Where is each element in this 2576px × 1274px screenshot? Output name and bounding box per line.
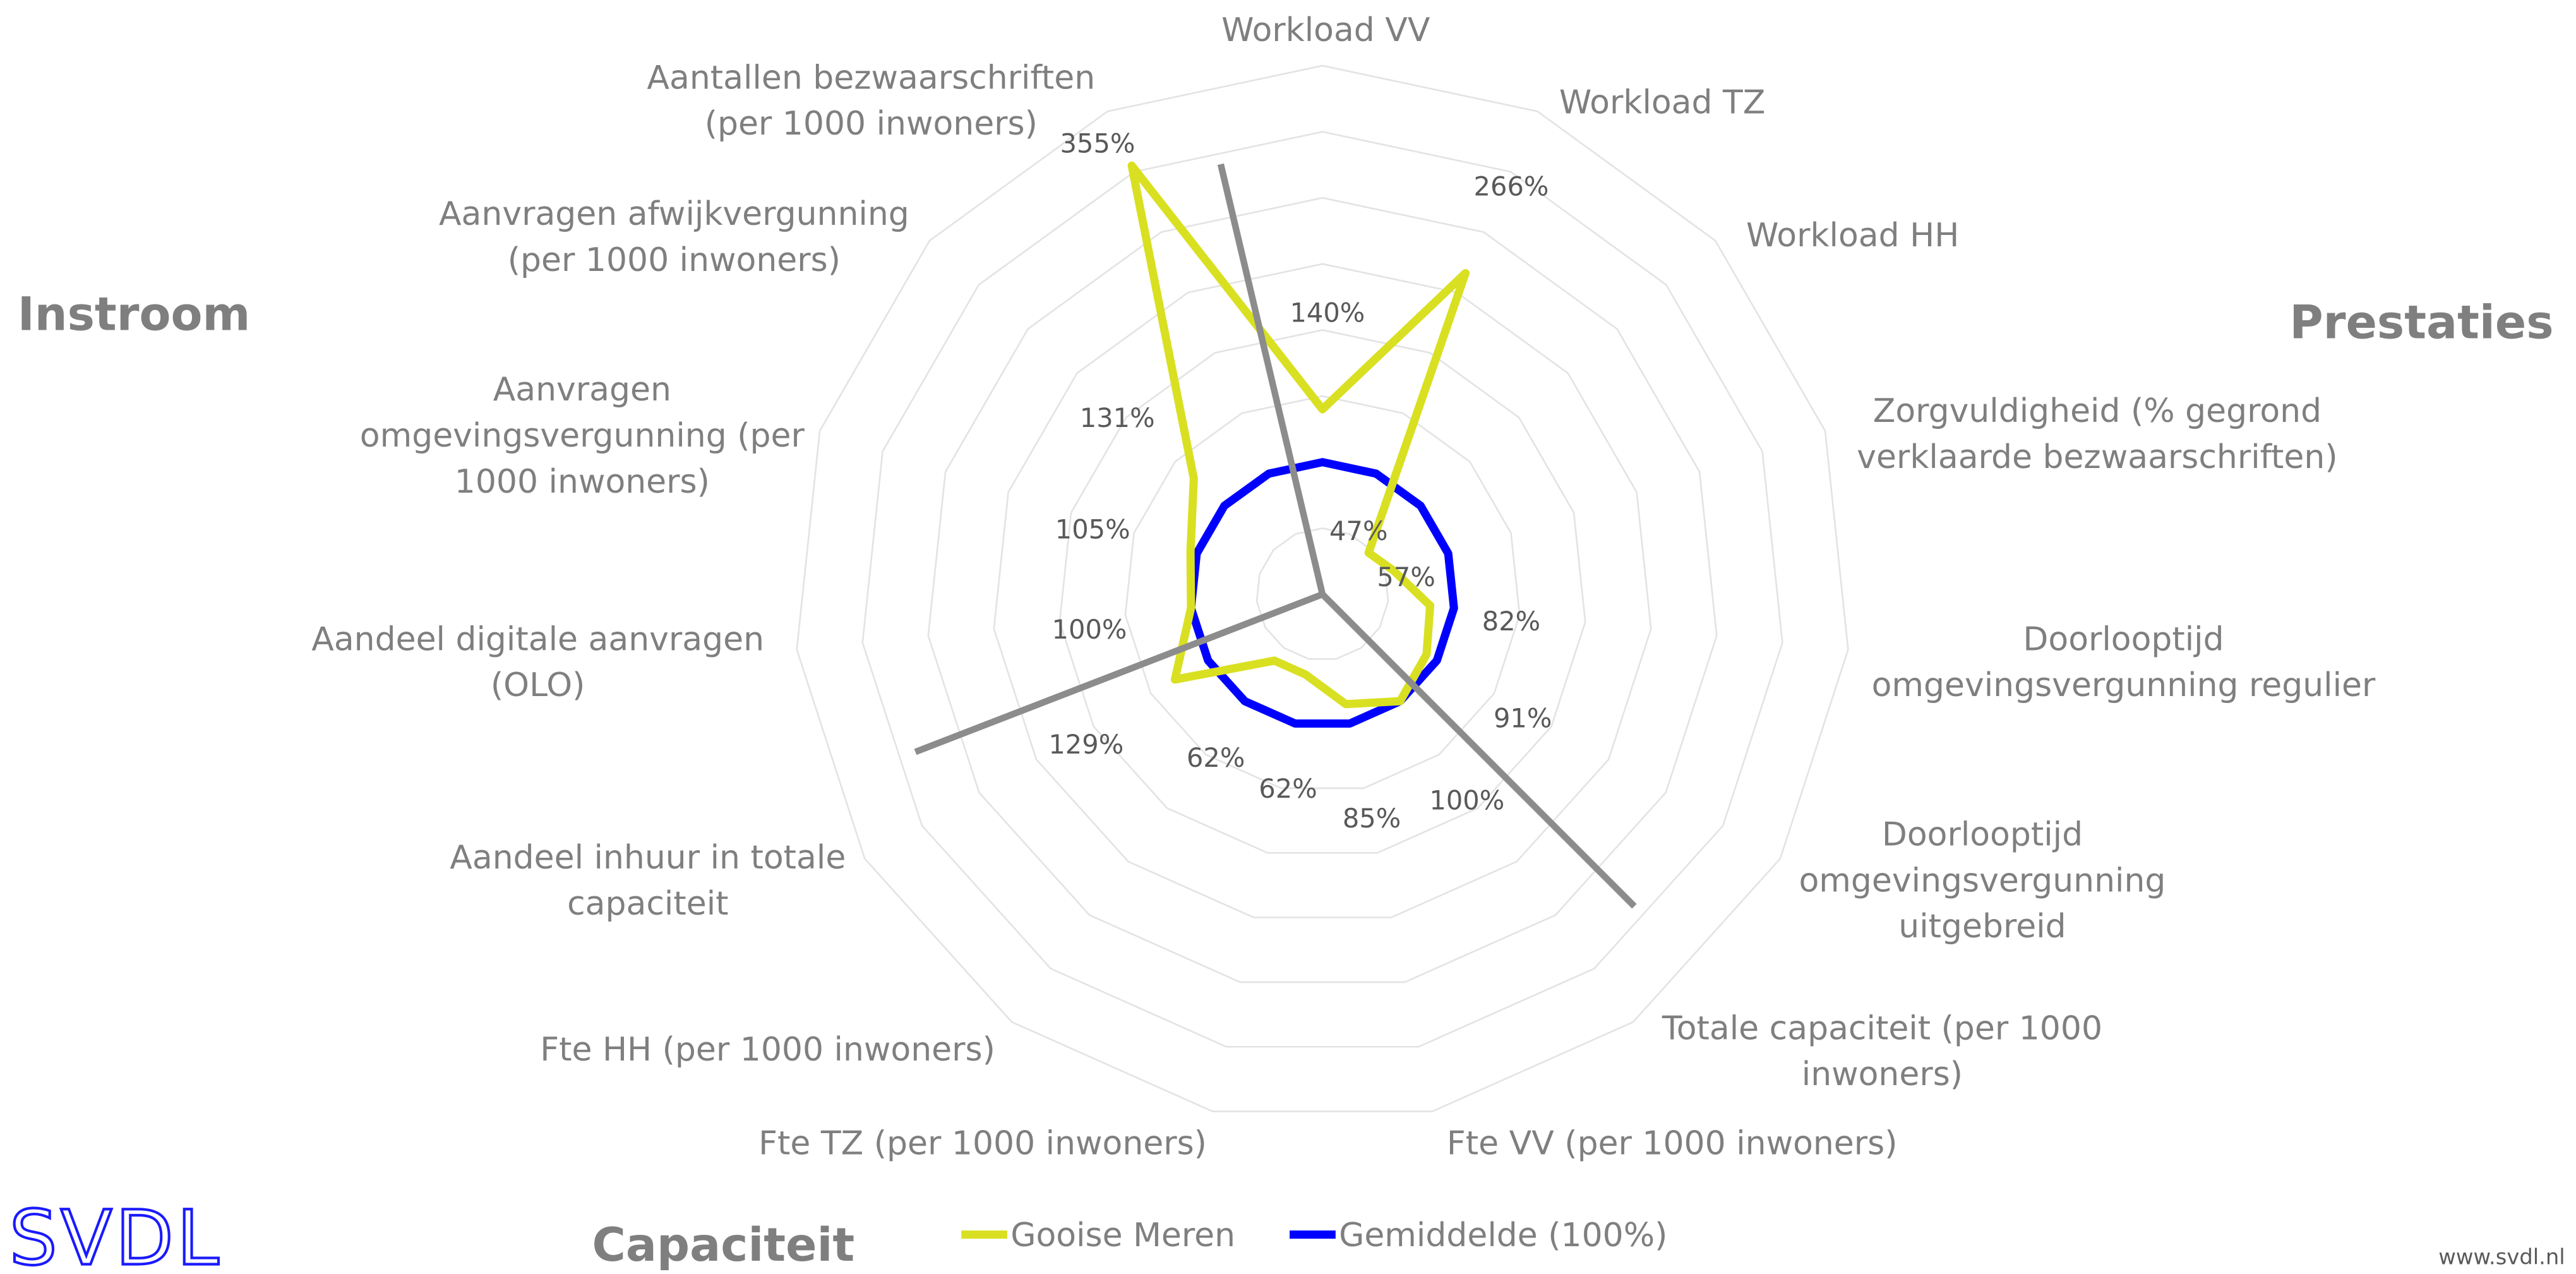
data-label: 129% [1048, 729, 1123, 760]
legend-label: Gemiddelde (100%) [1339, 1217, 1667, 1254]
data-label: 57% [1377, 562, 1435, 592]
data-label: 82% [1482, 606, 1540, 637]
data-label: 131% [1080, 402, 1155, 433]
axis-label: Totale capaciteit (per 1000 inwoners) [1662, 1009, 2102, 1093]
grid-ring [1058, 329, 1586, 854]
data-label: 140% [1290, 297, 1365, 328]
axis-label: Workload TZ [1559, 83, 1766, 121]
axis-label: Aanvragen afwijkvergunning (per 1000 inwo… [439, 195, 909, 279]
axis-label: Workload VV [1221, 11, 1430, 49]
axis-label: Aandeel inhuur in totale capaciteit [450, 839, 846, 923]
data-label: 100% [1429, 784, 1504, 815]
axis-label: Fte TZ (per 1000 inwoners) [758, 1124, 1207, 1162]
data-label: 355% [1060, 128, 1135, 159]
group-title: Instroom [18, 287, 251, 341]
data-label: 105% [1055, 514, 1130, 545]
axis-label: Zorgvuldigheid (% gegrond verklaarde bezw… [1857, 392, 2337, 476]
group-divider [914, 591, 1324, 755]
grid-ring [993, 263, 1652, 918]
series-line [1187, 458, 1458, 728]
data-label: 47% [1329, 515, 1387, 546]
data-label: 62% [1187, 742, 1245, 773]
grid-ring [927, 196, 1718, 983]
axis-label: Fte VV (per 1000 inwoners) [1447, 1124, 1898, 1162]
axis-label: Doorlooptijd omgevingsvergunning uitgebrei… [1799, 816, 2166, 946]
axis-label: Aanvragen omgevingsvergunning (per 1000 in… [360, 371, 805, 501]
logo: SVDL [9, 1194, 222, 1274]
axis-label: Aantallen bezwaarschriften (per 1000 inwo… [647, 59, 1095, 143]
website: www.svdl.nl [2438, 1244, 2565, 1269]
grid-ring [861, 131, 1783, 1048]
axis-label: Aandeel digitale aanvragen (OLO) [311, 620, 764, 704]
data-label: 62% [1259, 773, 1317, 804]
grid-ring [796, 64, 1849, 1112]
grid-ring [1124, 395, 1521, 790]
axis-label: Workload HH [1746, 217, 1959, 255]
data-label: 85% [1343, 803, 1401, 834]
legend-label: Gooise Meren [1010, 1217, 1235, 1254]
axis-label: Fte HH (per 1000 inwoners) [540, 1031, 995, 1069]
data-label: 266% [1474, 171, 1549, 201]
group-title: Prestaties [2289, 296, 2553, 349]
data-label: 100% [1052, 614, 1127, 645]
series-line [1127, 161, 1470, 709]
group-divider [1320, 592, 1637, 909]
axis-label: Doorlooptijd omgevingsvergunning regulier [1872, 620, 2376, 704]
group-divider [1217, 163, 1326, 596]
data-label: 91% [1494, 702, 1552, 733]
group-title: Capaciteit [592, 1218, 855, 1272]
